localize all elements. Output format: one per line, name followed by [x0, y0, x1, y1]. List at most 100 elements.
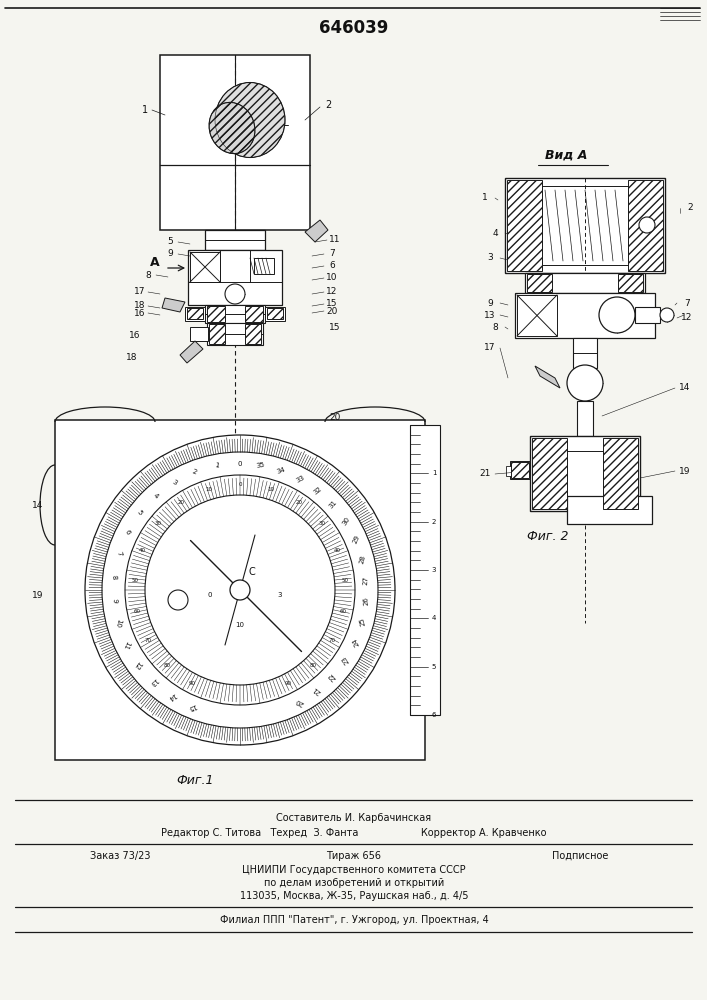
Ellipse shape	[209, 102, 255, 154]
Text: 70: 70	[328, 638, 335, 643]
Text: 646039: 646039	[320, 19, 389, 37]
Text: Составитель И. Карбачинская: Составитель И. Карбачинская	[276, 813, 431, 823]
Text: Филиал ППП "Патент", г. Ужгород, ул. Проектная, 4: Филиал ППП "Патент", г. Ужгород, ул. Про…	[220, 915, 489, 925]
Text: С: С	[249, 567, 255, 577]
Bar	[410, 425, 440, 715]
Text: 18: 18	[127, 353, 138, 361]
Text: 1: 1	[214, 462, 220, 469]
Text: 2: 2	[325, 100, 331, 110]
Bar	[628, 180, 663, 271]
Text: Фиг. 2: Фиг. 2	[527, 530, 568, 542]
Text: 50: 50	[132, 578, 139, 583]
Text: 24: 24	[351, 636, 360, 647]
Circle shape	[145, 495, 335, 685]
Text: 10: 10	[267, 487, 274, 492]
Bar	[185, 307, 205, 321]
Bar	[510, 461, 530, 479]
Text: 13: 13	[148, 676, 158, 687]
Text: 15: 15	[187, 702, 197, 711]
Text: 40: 40	[139, 548, 146, 553]
Text: 21: 21	[479, 470, 491, 479]
Text: Вид А: Вид А	[545, 148, 588, 161]
Text: 40: 40	[334, 548, 341, 553]
Text: 30: 30	[155, 521, 162, 526]
Text: 12: 12	[327, 288, 338, 296]
Text: 4: 4	[152, 492, 159, 500]
Text: 15: 15	[326, 300, 338, 308]
Text: 11: 11	[329, 235, 341, 244]
Bar	[532, 438, 567, 509]
Text: ЦНИИПИ Государственного комитета СССР: ЦНИИПИ Государственного комитета СССР	[243, 865, 466, 875]
Circle shape	[230, 580, 250, 600]
Text: 6: 6	[329, 261, 335, 270]
Bar	[187, 308, 203, 319]
Bar	[188, 250, 282, 305]
Circle shape	[660, 308, 674, 322]
Text: 0: 0	[238, 460, 243, 466]
Text: 20: 20	[177, 500, 185, 505]
Text: 8: 8	[111, 574, 117, 579]
Text: 7: 7	[329, 249, 335, 258]
Text: Тираж 656: Тираж 656	[327, 851, 382, 861]
Bar	[209, 324, 225, 344]
Text: 10: 10	[206, 487, 213, 492]
Text: 2: 2	[432, 519, 436, 525]
Text: 30: 30	[341, 516, 351, 527]
Bar	[618, 274, 643, 292]
Text: 8: 8	[492, 322, 498, 332]
Bar	[205, 230, 265, 250]
Text: 7: 7	[115, 551, 122, 557]
Circle shape	[599, 297, 635, 333]
Bar	[577, 401, 593, 436]
Text: 50: 50	[341, 578, 348, 583]
Text: 5: 5	[432, 664, 436, 670]
Polygon shape	[162, 298, 185, 312]
Text: 20: 20	[294, 697, 305, 706]
Bar	[254, 258, 274, 274]
Bar	[160, 55, 310, 230]
Text: 3: 3	[170, 478, 177, 486]
Text: 20: 20	[296, 500, 302, 505]
Bar	[245, 306, 263, 322]
Bar	[511, 462, 529, 478]
Text: 16: 16	[134, 308, 146, 318]
Text: 28: 28	[358, 554, 367, 564]
Bar	[190, 252, 220, 282]
Polygon shape	[180, 341, 203, 363]
Circle shape	[225, 284, 245, 304]
Text: 20: 20	[327, 306, 338, 316]
Text: 70: 70	[145, 638, 152, 643]
Bar	[517, 295, 557, 336]
Text: 30: 30	[318, 521, 325, 526]
Text: 33: 33	[295, 474, 305, 484]
Text: 31: 31	[328, 499, 339, 510]
Text: 14: 14	[33, 500, 44, 510]
Text: 10: 10	[326, 273, 338, 282]
Text: 12: 12	[682, 314, 693, 322]
Text: 4: 4	[492, 229, 498, 237]
Text: 8: 8	[145, 270, 151, 279]
Text: 6: 6	[432, 712, 436, 718]
Bar	[190, 327, 208, 341]
Text: 4: 4	[432, 615, 436, 621]
Text: 5: 5	[167, 237, 173, 246]
Bar	[525, 273, 645, 293]
Text: 3: 3	[432, 567, 436, 573]
Text: 11: 11	[121, 639, 131, 650]
Text: 3: 3	[487, 253, 493, 262]
Text: 17: 17	[134, 288, 146, 296]
Text: 26: 26	[363, 596, 369, 606]
Text: 90: 90	[284, 681, 291, 686]
Bar	[567, 451, 603, 496]
Text: 0: 0	[238, 483, 242, 488]
Text: 113035, Москва, Ж-35, Раушская наб., д. 4/5: 113035, Москва, Ж-35, Раушская наб., д. …	[240, 891, 468, 901]
Text: 22: 22	[327, 671, 338, 682]
Bar	[205, 305, 265, 323]
Text: 20: 20	[329, 414, 341, 422]
Text: 18: 18	[134, 302, 146, 310]
Text: 14: 14	[679, 383, 691, 392]
Bar	[567, 496, 652, 524]
Text: 3: 3	[278, 592, 282, 598]
Text: 32: 32	[312, 485, 323, 495]
Bar	[573, 338, 597, 368]
